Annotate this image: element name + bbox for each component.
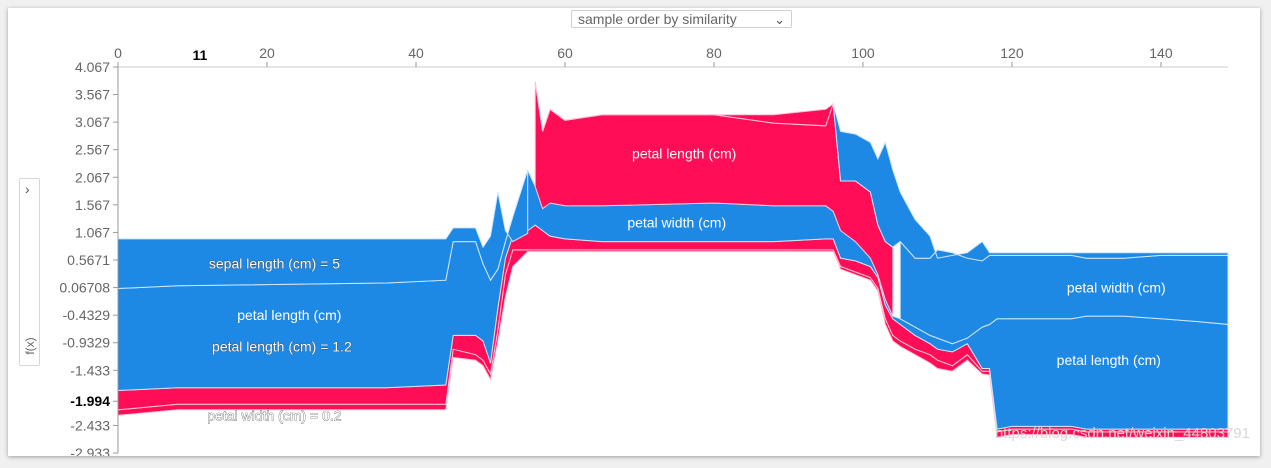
- watermark: https://blog.csdn.net/weixin_44803791: [994, 425, 1250, 442]
- y-axis: 4.067 3.567 3.067 2.567 2.067 1.567 1.067 0.567…: [59, 59, 119, 456]
- x-tick-label: 20: [259, 45, 275, 61]
- x-tick-label: 140: [1149, 45, 1173, 61]
- y-tick-label: -0.4329: [63, 307, 111, 323]
- x-tick-label: 40: [408, 45, 424, 61]
- x-axis: 0 20 40 60 80 100 120 140 11: [114, 45, 1228, 68]
- y-tick-label: 4.067: [75, 59, 110, 75]
- force-plot-panel: 0 20 40 60 80 100 120 140 11 4.067 3.567 3.067 2.56…: [8, 8, 1260, 456]
- x-tick-label: 100: [851, 45, 875, 61]
- x-tick-label: 0: [114, 45, 122, 61]
- y-tick-label: 2.067: [75, 169, 110, 185]
- effect-band-7[interactable]: [832, 103, 1229, 262]
- annotations-layer: sepal length (cm) = 5 petal length (cm) pe…: [207, 145, 1166, 423]
- feature-label: petal length (cm): [1057, 352, 1161, 368]
- force-plot-chart: 0 20 40 60 80 100 120 140 11 4.067 3.567 3.067 2.56…: [59, 45, 1229, 456]
- y-highlight-label: -1.994: [70, 393, 110, 409]
- y-tick-label: -0.9329: [63, 335, 111, 351]
- y-tick-label: 2.567: [75, 142, 110, 158]
- y-tick-label: 3.067: [75, 114, 110, 130]
- chevron-right-icon: ›: [25, 181, 30, 197]
- y-tick-label: 0.5671: [67, 252, 110, 268]
- x-highlight-label: 11: [193, 47, 208, 63]
- x-tick-label: 120: [1000, 45, 1024, 61]
- sample-order-select[interactable]: sample order by similarity ⌄: [571, 10, 792, 28]
- feature-label: petal length (cm) = 1.2: [212, 338, 352, 354]
- feature-label: petal length (cm): [237, 307, 341, 323]
- chevron-down-icon: ⌄: [774, 12, 785, 27]
- y-tick-label: 3.567: [75, 87, 110, 103]
- x-tick-label: 80: [706, 45, 722, 61]
- feature-label: petal width (cm): [627, 214, 726, 230]
- effect-band-3[interactable]: [117, 169, 529, 290]
- feature-label: petal width (cm): [1067, 279, 1166, 295]
- feature-label: petal width (cm) = 0.2: [207, 407, 341, 423]
- x-tick-label: 60: [557, 45, 573, 61]
- y-axis-selector[interactable]: › f(x): [19, 178, 40, 366]
- y-tick-label: -1.433: [70, 362, 110, 378]
- feature-label: sepal length (cm) = 5: [209, 256, 340, 272]
- bands-layer: [117, 81, 1229, 438]
- y-tick-label: -2.933: [70, 445, 110, 456]
- y-tick-label: 0.06708: [59, 280, 110, 296]
- y-tick-label: 1.067: [75, 224, 110, 240]
- y-tick-label: -2.433: [70, 417, 110, 433]
- feature-label: petal length (cm): [632, 145, 736, 161]
- sample-order-select-value: sample order by similarity: [578, 11, 737, 27]
- y-tick-label: 1.567: [75, 197, 110, 213]
- y-axis-label: f(x): [23, 337, 37, 355]
